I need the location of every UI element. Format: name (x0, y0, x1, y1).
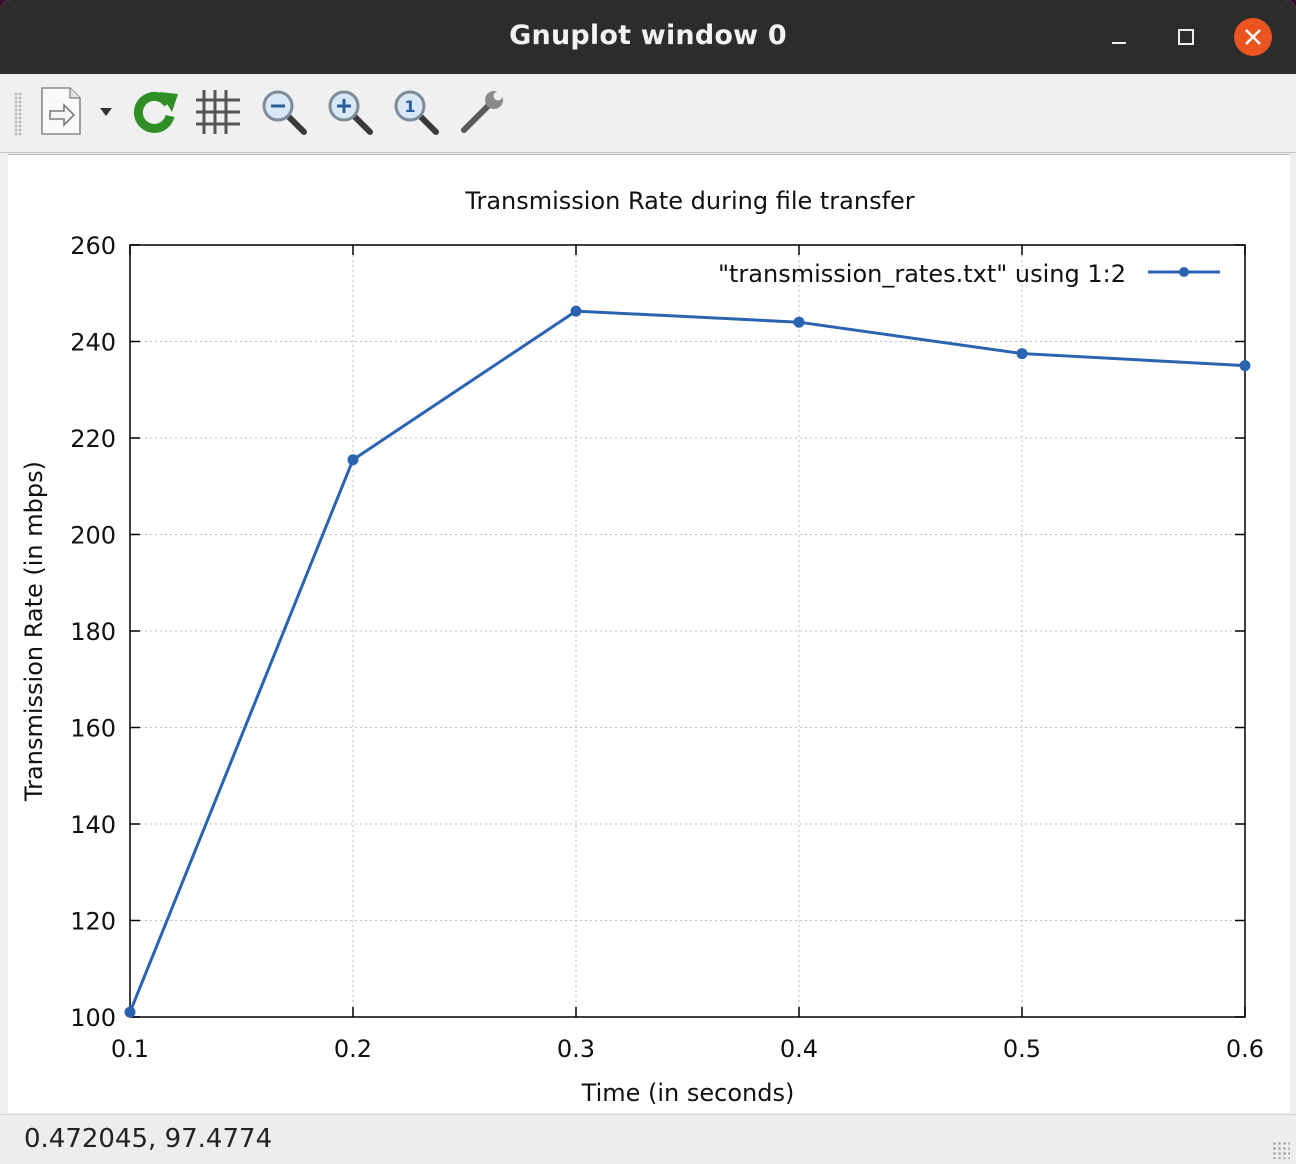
series-line (128, 309, 1246, 1013)
legend: "transmission_rates.txt" using 1:2 (718, 260, 1220, 288)
y-tick-label: 260 (70, 232, 116, 260)
resize-grip[interactable] (1272, 1141, 1290, 1159)
x-tick-label: 0.4 (780, 1035, 818, 1063)
y-tick-label: 240 (70, 329, 116, 357)
title-bar[interactable]: Gnuplot window 0 (0, 0, 1296, 74)
y-tick-label: 140 (70, 811, 116, 839)
legend-marker (1179, 267, 1189, 277)
y-tick-label: 160 (70, 715, 116, 743)
toolbar-grip[interactable] (14, 92, 22, 136)
window-title: Gnuplot window 0 (509, 20, 787, 51)
coordinate-readout: 0.472045, 97.4774 (24, 1124, 273, 1154)
y-tick-label: 200 (70, 522, 116, 550)
grid-lines (130, 245, 1245, 1017)
zoom-out-icon (262, 90, 307, 135)
x-tick-label: 0.2 (334, 1035, 372, 1063)
y-tick-label: 180 (70, 618, 116, 646)
zoom-in-icon (328, 90, 373, 135)
data-point (793, 316, 805, 328)
tick-labels: 0.1 0.2 0.3 0.4 0.5 0.6 100 120 140 160 180 200 220 2… (70, 232, 1264, 1063)
maximize-icon (1178, 29, 1194, 45)
data-point (570, 305, 582, 317)
export-button[interactable] (36, 84, 120, 140)
close-button[interactable] (1234, 18, 1272, 56)
x-tick-label: 0.5 (1003, 1035, 1041, 1063)
zoom-original-icon: 1 (394, 90, 439, 135)
document-export-icon (41, 87, 112, 135)
maximize-button[interactable] (1167, 18, 1205, 56)
grid-icon (196, 90, 240, 134)
x-tick-label: 0.3 (557, 1035, 595, 1063)
axis-ticks (129, 244, 1246, 1018)
zoom-in-button[interactable] (322, 84, 378, 140)
status-bar: 0.472045, 97.4774 (0, 1114, 1296, 1164)
legend-label: "transmission_rates.txt" using 1:2 (718, 260, 1126, 288)
plot-border (129, 244, 1246, 1018)
x-tick-label: 0.1 (111, 1035, 149, 1063)
data-point (1239, 360, 1251, 372)
plot-area[interactable]: Transmission Rate during file transfer 0… (8, 154, 1290, 1113)
y-axis-label: Transmission Rate (in mbps) (20, 461, 48, 802)
grid-button[interactable] (190, 84, 246, 140)
data-series (124, 305, 1251, 1018)
data-point (1016, 348, 1028, 360)
y-tick-label: 220 (70, 425, 116, 453)
minimize-button[interactable] (1100, 18, 1138, 56)
zoom-reset-button[interactable]: 1 (388, 84, 444, 140)
zoom-out-button[interactable] (256, 84, 312, 140)
chart[interactable]: Transmission Rate during file transfer 0… (8, 155, 1290, 1113)
x-tick-label: 0.6 (1226, 1035, 1264, 1063)
y-tick-label: 100 (70, 1004, 116, 1032)
svg-text:1: 1 (404, 97, 415, 116)
data-point (124, 1006, 136, 1018)
data-point (347, 454, 359, 466)
x-axis-label: Time (in seconds) (581, 1079, 795, 1107)
refresh-icon (133, 91, 178, 133)
chart-title: Transmission Rate during file transfer (464, 187, 914, 215)
replot-button[interactable] (126, 84, 182, 140)
y-tick-label: 120 (70, 908, 116, 936)
minimize-icon (1112, 42, 1126, 44)
close-icon (1245, 29, 1261, 45)
wrench-icon (461, 91, 503, 133)
settings-button[interactable] (454, 84, 510, 140)
toolbar: 1 (0, 74, 1296, 153)
